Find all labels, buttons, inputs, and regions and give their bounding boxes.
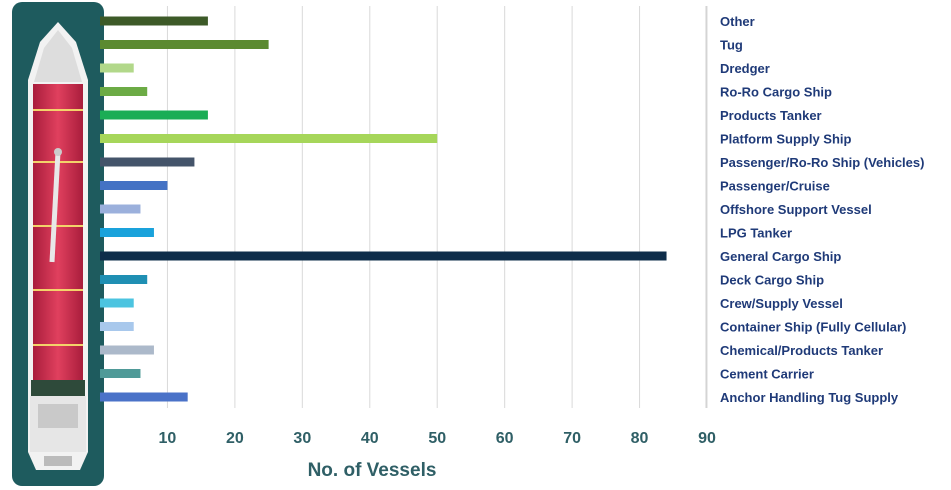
bar [100, 369, 141, 378]
category-labels: Other Tug Dredger Ro-Ro Cargo Ship Products … [705, 6, 924, 408]
category-label: General Cargo Ship [720, 249, 841, 264]
x-tick-label: 50 [428, 430, 446, 447]
bar [100, 181, 168, 190]
gridlines [166, 6, 708, 408]
bar [100, 16, 208, 26]
category-label: LPG Tanker [720, 226, 792, 241]
category-label: Tug [720, 38, 743, 53]
bar [100, 157, 195, 167]
x-tick-label: 90 [698, 430, 716, 447]
category-label: Ro-Ro Cargo Ship [720, 85, 832, 100]
ship-photo [12, 2, 104, 486]
x-axis-label: No. of Vessels [308, 460, 437, 481]
bar [100, 134, 438, 143]
category-label: Dredger [720, 61, 770, 76]
category-label: Cement Carrier [720, 367, 814, 382]
x-tick-label: 10 [159, 430, 177, 447]
x-tick-label: 40 [361, 430, 379, 447]
bar [100, 345, 154, 355]
x-tick-label: 60 [496, 430, 514, 447]
category-label: Platform Supply Ship [720, 132, 852, 147]
bar [100, 228, 154, 237]
bar [100, 275, 148, 284]
bar [100, 63, 134, 73]
bar [100, 298, 134, 308]
bar [100, 40, 269, 49]
x-tick-labels: 10 20 30 40 50 60 70 80 90 [159, 430, 716, 447]
x-tick-label: 80 [631, 430, 649, 447]
category-label: Anchor Handling Tug Supply [720, 390, 899, 405]
bar [100, 204, 141, 214]
bar [100, 322, 134, 331]
x-tick-label: 70 [563, 430, 581, 447]
bars [100, 16, 667, 402]
x-tick-label: 20 [226, 430, 244, 447]
category-label: Other [720, 14, 755, 29]
category-label: Deck Cargo Ship [720, 273, 824, 288]
category-label: Container Ship (Fully Cellular) [720, 320, 906, 335]
category-label: Chemical/Products Tanker [720, 343, 883, 358]
bar [100, 110, 208, 120]
bar [100, 251, 667, 261]
bar [100, 392, 188, 402]
category-label: Crew/Supply Vessel [720, 296, 843, 311]
category-label: Offshore Support Vessel [720, 202, 872, 217]
x-tick-label: 30 [293, 430, 311, 447]
bar [100, 87, 148, 96]
category-label: Passenger/Cruise [720, 179, 830, 194]
category-label: Products Tanker [720, 108, 822, 123]
category-label: Passenger/Ro-Ro Ship (Vehicles) [720, 155, 924, 170]
